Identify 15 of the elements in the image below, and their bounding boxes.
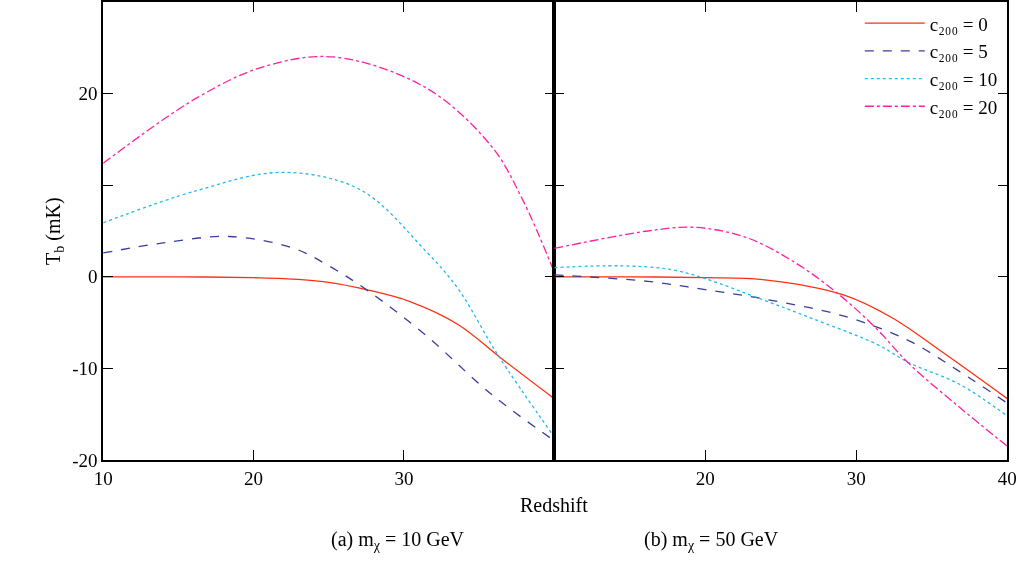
y-tick-label: 20 — [78, 83, 98, 105]
x-tick-label: 20 — [244, 467, 264, 489]
text: (a) m$_{χ}$ = 10 GeV — [331, 528, 465, 554]
legend-label: c₂₀₀ = 5 — [929, 41, 988, 63]
x-tick-label: 30 — [394, 467, 414, 489]
x-axis-title: Redshift — [520, 494, 589, 516]
legend-label: c₂₀₀ = 20 — [929, 96, 998, 118]
y-tick-label: 0 — [88, 266, 98, 288]
y-tick-label: -10 — [72, 358, 98, 380]
text: (b) m$_{χ}$ = 50 GeV — [644, 528, 779, 554]
x-tick-label: 20 — [695, 467, 715, 489]
x-tick-label: 30 — [846, 467, 866, 489]
x-tick-label: 40 — [997, 467, 1017, 489]
legend-label: c₂₀₀ = 10 — [929, 68, 998, 90]
legend-label: c₂₀₀ = 0 — [929, 13, 988, 35]
